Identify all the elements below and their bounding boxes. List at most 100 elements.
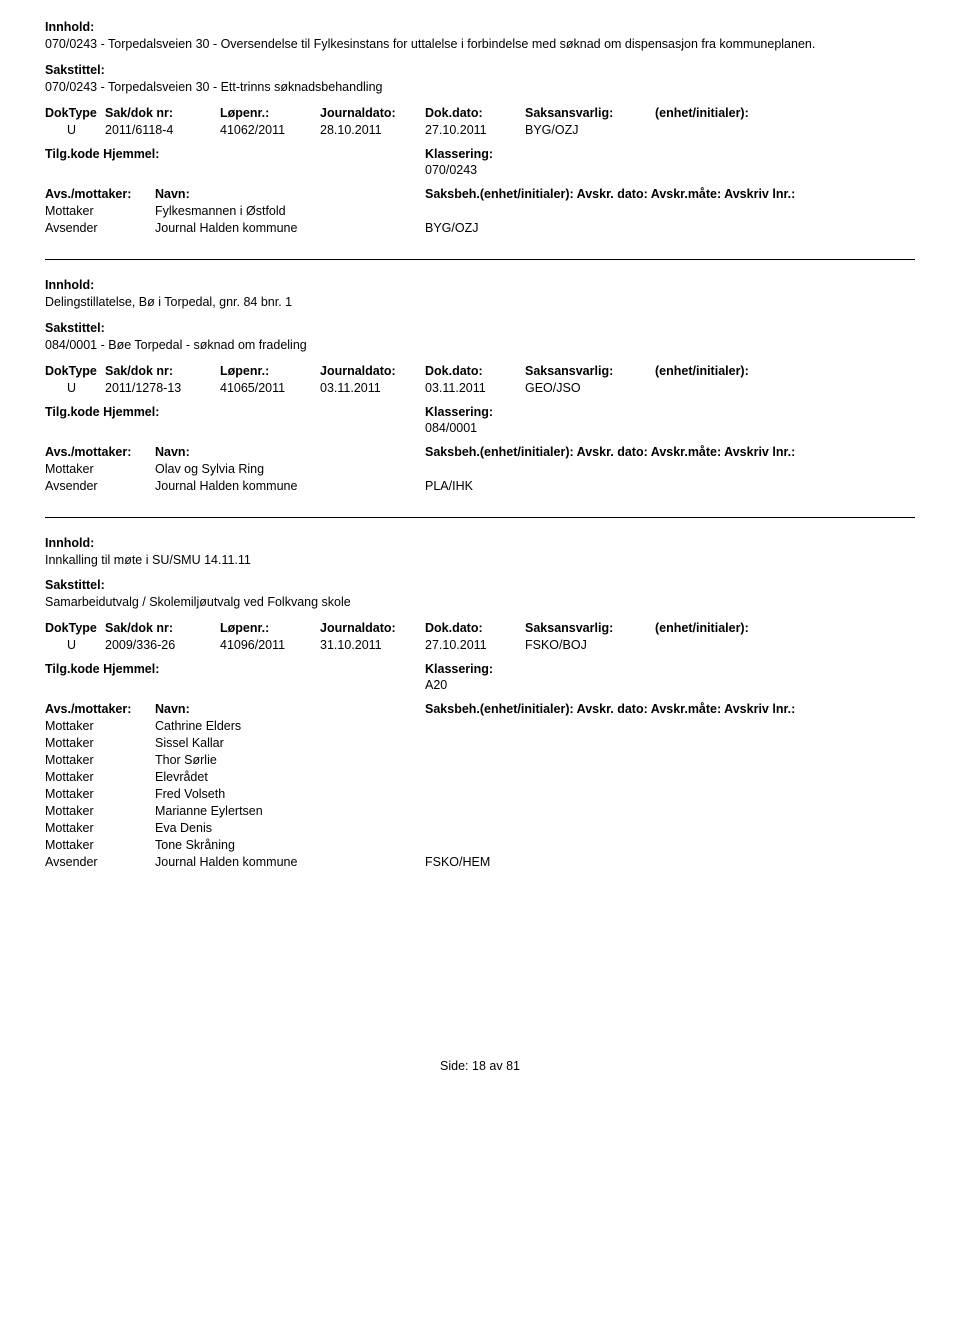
tilgkode-label: Tilg.kode xyxy=(45,405,100,419)
innhold-label: Innhold: xyxy=(45,20,915,34)
innhold-text: 070/0243 - Torpedalsveien 30 - Oversende… xyxy=(45,36,915,53)
party-name: Journal Halden kommune xyxy=(155,479,425,493)
sakstittel-text: Samarbeidutvalg / Skolemiljøutvalg ved F… xyxy=(45,594,915,611)
col-journaldato-header: Journaldato: xyxy=(320,364,425,378)
doktype-value: U xyxy=(67,638,105,652)
col-enhet-header: (enhet/initialer): xyxy=(655,621,805,635)
party-role: Mottaker xyxy=(45,787,155,801)
party-row: AvsenderJournal Halden kommuneFSKO/HEM xyxy=(45,855,915,869)
lopenr-value: 41065/2011 xyxy=(220,381,320,395)
sakstittel-text: 084/0001 - Bøe Torpedal - søknad om frad… xyxy=(45,337,915,354)
saksansvarlig-value: GEO/JSO xyxy=(525,381,655,395)
party-code: BYG/OZJ xyxy=(425,221,478,235)
party-role: Mottaker xyxy=(45,719,155,733)
col-saksansvarlig-header: Saksansvarlig: xyxy=(525,106,655,120)
party-role: Avsender xyxy=(45,855,155,869)
doktype-value: U xyxy=(67,381,105,395)
navn-label: Navn: xyxy=(155,445,190,459)
columns-row: U2011/1278-1341065/201103.11.201103.11.2… xyxy=(45,381,915,395)
col-lopenr-header: Løpenr.: xyxy=(220,364,320,378)
sakstittel-label: Sakstittel: xyxy=(45,321,915,335)
columns-row: U2009/336-2641096/201131.10.201127.10.20… xyxy=(45,638,915,652)
party-code: PLA/IHK xyxy=(425,479,473,493)
avsmottaker-header: Avs./mottaker:Navn:Saksbeh.(enhet/initia… xyxy=(45,445,915,459)
party-row: MottakerCathrine Elders xyxy=(45,719,915,733)
innhold-text: Delingstillatelse, Bø i Torpedal, gnr. 8… xyxy=(45,294,915,311)
party-role: Mottaker xyxy=(45,770,155,784)
col-enhet-header: (enhet/initialer): xyxy=(655,106,805,120)
party-name: Marianne Eylertsen xyxy=(155,804,425,818)
party-role: Mottaker xyxy=(45,736,155,750)
innhold-label: Innhold: xyxy=(45,278,915,292)
klassering-value: 070/0243 xyxy=(425,163,493,177)
party-name: Olav og Sylvia Ring xyxy=(155,462,425,476)
party-row: AvsenderJournal Halden kommunePLA/IHK xyxy=(45,479,915,493)
col-dokdato-header: Dok.dato: xyxy=(425,621,525,635)
innhold-label: Innhold: xyxy=(45,536,915,550)
klassering-label: Klassering: xyxy=(425,662,493,676)
party-row: AvsenderJournal Halden kommuneBYG/OZJ xyxy=(45,221,915,235)
col-saksansvarlig-header: Saksansvarlig: xyxy=(525,621,655,635)
tilgkode-label: Tilg.kode xyxy=(45,662,100,676)
party-row: MottakerFred Volseth xyxy=(45,787,915,801)
record-block: Innhold: Delingstillatelse, Bø i Torpedal… xyxy=(45,278,915,503)
lopenr-value: 41062/2011 xyxy=(220,123,320,137)
party-role: Mottaker xyxy=(45,838,155,852)
col-doktype-header: DokType xyxy=(45,621,105,635)
col-dokdato-header: Dok.dato: xyxy=(425,106,525,120)
party-role: Mottaker xyxy=(45,804,155,818)
party-name: Eva Denis xyxy=(155,821,425,835)
tilgkode-klassering-row: Tilg.kode Hjemmel:Klassering:084/0001 xyxy=(45,405,915,435)
col-saknr-header: Sak/dok nr: xyxy=(105,621,220,635)
avsmottaker-label: Avs./mottaker: xyxy=(45,187,155,201)
party-name: Sissel Kallar xyxy=(155,736,425,750)
party-row: MottakerTone Skråning xyxy=(45,838,915,852)
klassering-value: A20 xyxy=(425,678,493,692)
party-name: Cathrine Elders xyxy=(155,719,425,733)
sakstittel-label: Sakstittel: xyxy=(45,63,915,77)
innhold-text: Innkalling til møte i SU/SMU 14.11.11 xyxy=(45,552,915,569)
avsmottaker-label: Avs./mottaker: xyxy=(45,702,155,716)
avsmottaker-header: Avs./mottaker:Navn:Saksbeh.(enhet/initia… xyxy=(45,702,915,716)
avsmottaker-label: Avs./mottaker: xyxy=(45,445,155,459)
dokdato-value: 03.11.2011 xyxy=(425,381,525,395)
party-name: Thor Sørlie xyxy=(155,753,425,767)
party-row: MottakerEva Denis xyxy=(45,821,915,835)
side-label: Side: xyxy=(440,1059,469,1073)
page-footer: Side: 18 av 81 xyxy=(45,1059,915,1073)
col-journaldato-header: Journaldato: xyxy=(320,621,425,635)
saknr-value: 2011/1278-13 xyxy=(105,381,220,395)
saksbeh-label: Saksbeh.(enhet/initialer): Avskr. dato: … xyxy=(425,187,795,201)
record-divider xyxy=(45,517,915,518)
col-lopenr-header: Løpenr.: xyxy=(220,621,320,635)
col-saknr-header: Sak/dok nr: xyxy=(105,364,220,378)
klassering-label: Klassering: xyxy=(425,147,493,161)
saksbeh-label: Saksbeh.(enhet/initialer): Avskr. dato: … xyxy=(425,702,795,716)
party-row: MottakerOlav og Sylvia Ring xyxy=(45,462,915,476)
party-role: Mottaker xyxy=(45,204,155,218)
record-divider xyxy=(45,259,915,260)
party-name: Fred Volseth xyxy=(155,787,425,801)
party-role: Avsender xyxy=(45,479,155,493)
party-name: Journal Halden kommune xyxy=(155,855,425,869)
party-role: Mottaker xyxy=(45,462,155,476)
dokdato-value: 27.10.2011 xyxy=(425,638,525,652)
party-row: MottakerFylkesmannen i Østfold xyxy=(45,204,915,218)
party-row: MottakerElevrådet xyxy=(45,770,915,784)
saksansvarlig-value: BYG/OZJ xyxy=(525,123,655,137)
saknr-value: 2009/336-26 xyxy=(105,638,220,652)
sakstittel-label: Sakstittel: xyxy=(45,578,915,592)
party-row: MottakerThor Sørlie xyxy=(45,753,915,767)
col-doktype-header: DokType xyxy=(45,364,105,378)
record-block: Innhold: Innkalling til møte i SU/SMU 14.… xyxy=(45,536,915,880)
col-dokdato-header: Dok.dato: xyxy=(425,364,525,378)
avsmottaker-header: Avs./mottaker:Navn:Saksbeh.(enhet/initia… xyxy=(45,187,915,201)
dokdato-value: 27.10.2011 xyxy=(425,123,525,137)
col-lopenr-header: Løpenr.: xyxy=(220,106,320,120)
party-role: Mottaker xyxy=(45,821,155,835)
tilgkode-label: Tilg.kode xyxy=(45,147,100,161)
klassering-value: 084/0001 xyxy=(425,421,493,435)
page-number: 18 xyxy=(472,1059,486,1073)
journaldato-value: 28.10.2011 xyxy=(320,123,425,137)
party-role: Avsender xyxy=(45,221,155,235)
